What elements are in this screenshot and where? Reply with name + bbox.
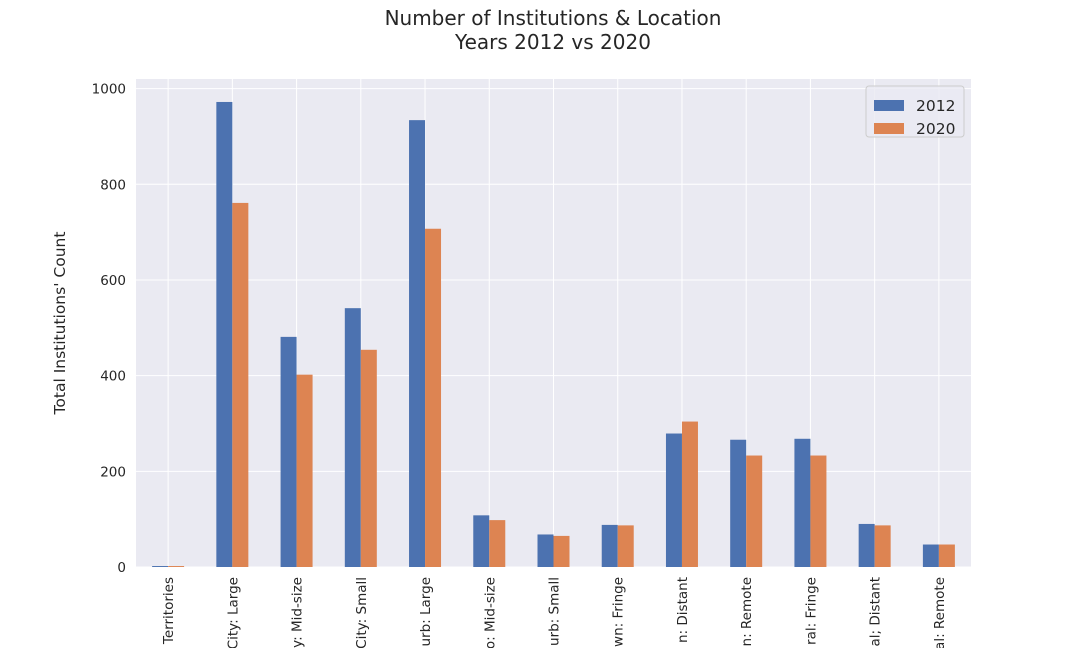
- bar-2020-10: [746, 455, 763, 567]
- x-tick-label: wn: Fringe: [611, 577, 627, 647]
- y-tick-label: 0: [117, 560, 126, 576]
- y-tick-label: 200: [100, 464, 126, 480]
- y-tick-label: 1000: [92, 82, 126, 98]
- bar-2012-8: [601, 524, 618, 567]
- x-tick-label: City: Large: [225, 577, 241, 648]
- bar-2020-11: [810, 455, 827, 567]
- x-tick-label: o: Mid-size: [482, 577, 498, 648]
- bar-2020-4: [360, 349, 377, 567]
- x-tick-label: y: Mid-size: [290, 577, 306, 648]
- bar-2012-2: [216, 101, 233, 567]
- legend-swatch-2012: [874, 100, 904, 111]
- bar-2012-11: [794, 438, 811, 567]
- x-tick-label: al: Remote: [932, 577, 948, 648]
- bar-2012-12: [858, 523, 875, 567]
- legend-label-2012: 2012: [916, 97, 955, 115]
- bars: [152, 101, 955, 568]
- legend-label-2020: 2020: [916, 120, 955, 138]
- y-axis-label: Total Institutions' Count: [51, 232, 69, 416]
- y-axis-ticks: 0 200 400 600 800 1000: [92, 82, 126, 576]
- x-tick-label: Territories: [161, 577, 177, 645]
- bar-2020-1: [168, 566, 185, 567]
- chart-title-line-2: Years 2012 vs 2020: [454, 30, 651, 54]
- chart-title-line-1: Number of Institutions & Location: [385, 6, 722, 30]
- bar-2020-8: [617, 525, 634, 567]
- bar-2012-3: [280, 336, 297, 567]
- bar-2012-6: [473, 515, 490, 567]
- x-tick-label: al; Distant: [868, 577, 884, 646]
- bar-2020-2: [232, 202, 249, 567]
- x-tick-label: urb: Small: [547, 577, 563, 646]
- y-tick-label: 400: [100, 369, 126, 385]
- bar-2020-9: [681, 421, 698, 567]
- y-tick-label: 800: [100, 177, 126, 193]
- x-tick-label: urb: Large: [418, 577, 434, 647]
- legend: 2012 2020: [865, 85, 965, 138]
- x-tick-label: City: Small: [354, 577, 370, 648]
- bar-2012-10: [730, 439, 747, 567]
- bar-2012-7: [537, 534, 554, 567]
- bar-2012-1: [152, 566, 169, 567]
- bar-2012-4: [344, 308, 361, 567]
- bar-2020-12: [874, 525, 891, 567]
- x-axis-ticks: Territories City: Large y: Mid-size City: S…: [161, 577, 948, 648]
- bar-2020-13: [938, 544, 955, 567]
- x-tick-label: n: Distant: [675, 577, 691, 643]
- bar-2020-3: [296, 374, 313, 567]
- bar-2020-6: [489, 520, 506, 567]
- bar-2012-9: [665, 433, 682, 567]
- bar-2020-7: [553, 535, 570, 567]
- bar-2012-13: [922, 544, 939, 567]
- bar-2012-5: [409, 120, 426, 568]
- x-tick-label: n: Remote: [739, 577, 755, 646]
- bar-2020-5: [425, 228, 442, 567]
- y-tick-label: 600: [100, 273, 126, 289]
- x-tick-label: ral: Fringe: [803, 577, 819, 645]
- legend-swatch-2020: [874, 123, 904, 134]
